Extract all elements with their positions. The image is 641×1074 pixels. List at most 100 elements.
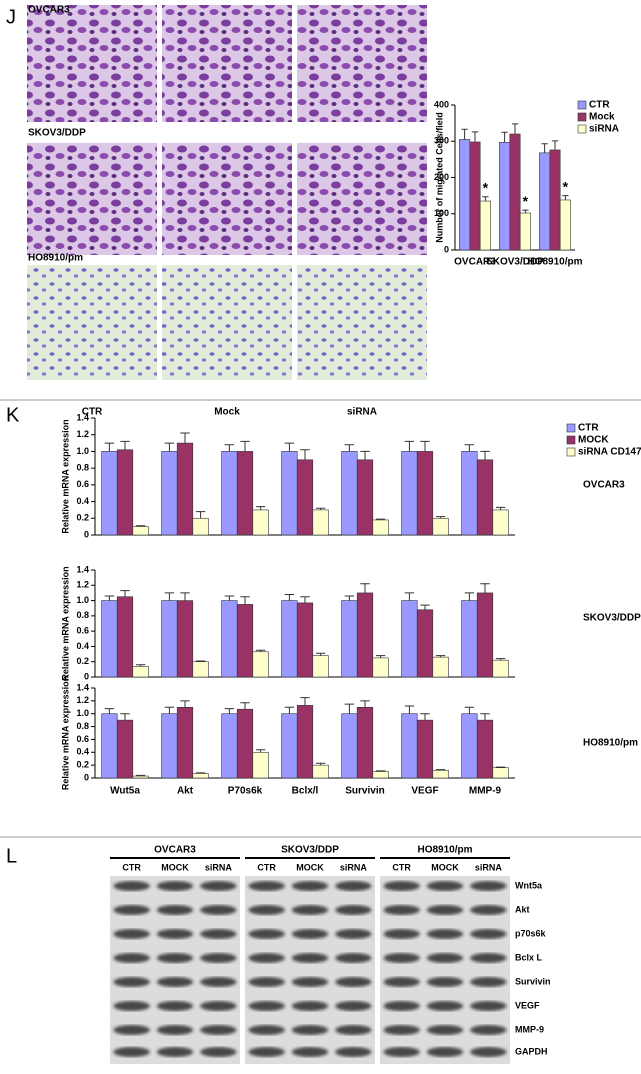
error-bar (284, 442, 295, 452)
blot-band (291, 905, 329, 915)
error-bar (104, 442, 115, 452)
bar (519, 212, 531, 251)
blot-protein-label: GAPDH (515, 1046, 548, 1056)
y-tick-label: 300 (434, 136, 449, 146)
error-bar (360, 700, 370, 708)
blot-band (248, 1025, 285, 1035)
blot-protein-label: VEGF (515, 1000, 540, 1010)
bar (281, 713, 298, 779)
blot-band (113, 977, 150, 987)
blot-band (426, 977, 464, 987)
y-tick-label: 1.0 (76, 595, 89, 605)
error-bar (420, 440, 430, 452)
blot-band (156, 977, 194, 987)
bar (132, 775, 149, 779)
bar (192, 773, 209, 779)
y-tick-label: 0.6 (76, 626, 89, 636)
y-tick-label: 1.4 (76, 682, 89, 692)
bar (432, 769, 449, 779)
bar (461, 451, 478, 536)
blot-band (335, 953, 372, 963)
y-tick-label: 1.0 (76, 446, 89, 456)
error-bar (300, 449, 310, 460)
blot-band (291, 929, 329, 939)
micrograph-column-label: CTR (82, 407, 103, 418)
bar (312, 764, 329, 779)
legend-swatch (577, 124, 587, 134)
x-tick-label: Akt (177, 786, 194, 797)
blot-band (335, 881, 372, 891)
blot-band (470, 929, 507, 939)
error-bar (495, 766, 506, 768)
blot-band (470, 881, 507, 891)
error-bar (180, 592, 190, 601)
bar (296, 705, 314, 779)
bar (236, 451, 254, 536)
blot-membrane (245, 876, 375, 1064)
error-bar (404, 440, 415, 452)
bar (372, 519, 389, 536)
bar (356, 459, 374, 536)
bar (461, 600, 478, 678)
error-bar (501, 131, 508, 143)
blot-membrane (380, 876, 510, 1064)
blot-band (470, 977, 507, 987)
blot-band (200, 881, 237, 891)
y-tick-label: 0 (444, 244, 449, 254)
error-bar (135, 774, 146, 777)
y-tick-label: 0 (84, 772, 89, 782)
error-bar (471, 131, 479, 142)
blot-band (113, 1047, 150, 1057)
blot-band (335, 977, 372, 987)
y-axis-label: Number of migrated Cells/field (434, 112, 444, 243)
bar (432, 517, 449, 536)
bar (499, 142, 511, 251)
blot-band (335, 929, 372, 939)
error-bar (284, 593, 295, 601)
error-bar (461, 128, 468, 140)
blot-protein-label: Wnt5a (515, 880, 543, 890)
blot-band (383, 977, 420, 987)
micrograph (162, 5, 292, 122)
bar (372, 657, 389, 678)
bar (476, 719, 494, 779)
blot-band (291, 977, 329, 987)
blot-band (335, 1047, 372, 1057)
blot-band (248, 1047, 285, 1057)
bar (479, 200, 491, 251)
blot-band (248, 929, 285, 939)
y-tick-label: 0.8 (76, 721, 89, 731)
y-tick-label: 0.6 (76, 479, 89, 489)
blot-lane-label: siRNA (475, 862, 503, 872)
bar (192, 661, 209, 678)
y-tick-label: 400 (434, 99, 449, 109)
bar (416, 609, 434, 678)
y-tick-label: 1.4 (76, 564, 89, 574)
blot-protein-label: p70s6k (515, 928, 547, 938)
bar (221, 451, 238, 536)
error-bar (360, 450, 370, 460)
legend-swatch (566, 447, 576, 457)
micrograph (297, 265, 427, 380)
bar (476, 592, 494, 678)
blot-protein-label: Bclx L (515, 952, 543, 962)
error-bar (541, 143, 548, 153)
micrograph (162, 265, 292, 380)
blot-band (248, 905, 285, 915)
blot-lane-label: siRNA (205, 862, 233, 872)
blot-band (470, 905, 507, 915)
blot-band (200, 953, 237, 963)
error-bar (435, 769, 446, 771)
bar (252, 651, 269, 678)
micrograph-row-label: SKOV3/DDP (28, 128, 86, 139)
y-tick-label: 0.4 (76, 641, 89, 651)
significance-mark: * (563, 178, 569, 194)
bar (549, 149, 561, 251)
error-bar (255, 649, 266, 652)
error-bar (135, 525, 146, 527)
blot-band (113, 881, 150, 891)
x-tick-label: Wut5a (110, 786, 140, 797)
error-bar (420, 604, 430, 610)
panel-label: J (6, 6, 16, 28)
